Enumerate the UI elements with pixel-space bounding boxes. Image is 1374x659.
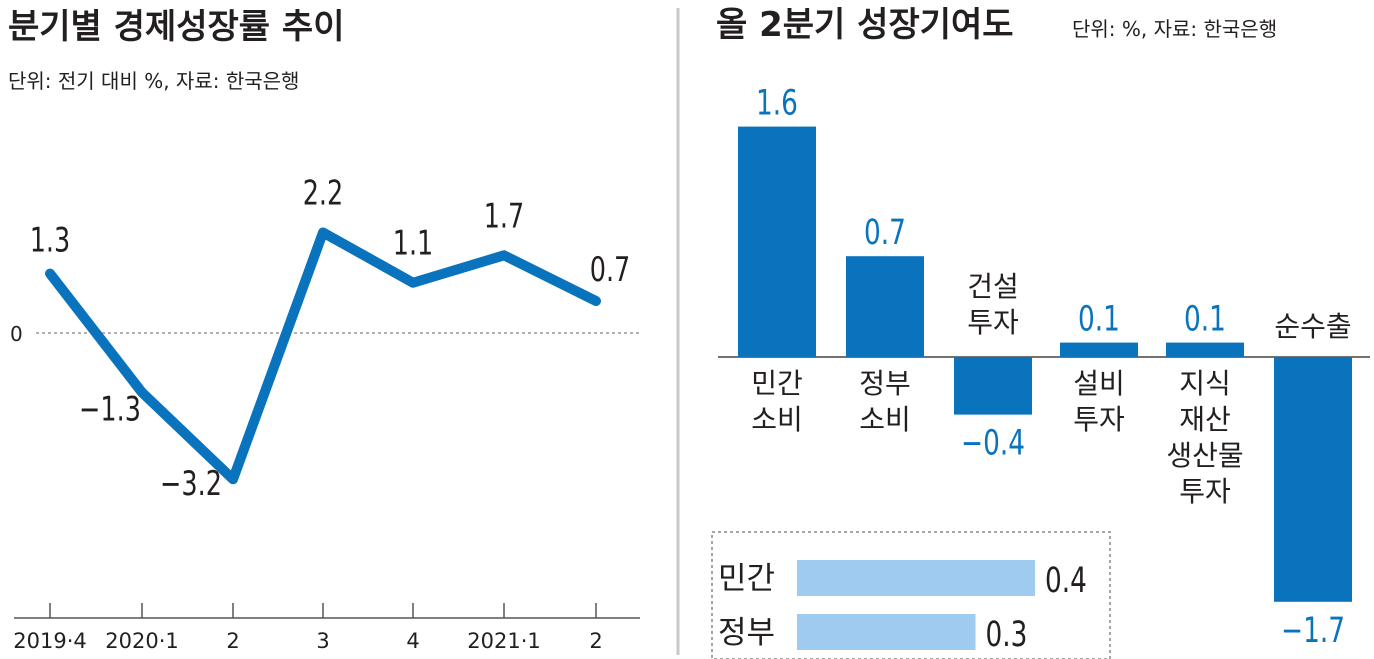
category-label: 지식 <box>1179 367 1231 400</box>
category-label: 투자 <box>1073 403 1125 436</box>
inset-bar-chart: 민간 0.4 정부 0.3 <box>711 531 1111 659</box>
x-tick-label: 2021·1 <box>467 629 540 653</box>
bar-value-label: 0.7 <box>864 213 906 254</box>
growth-rate-series-line <box>45 227 601 485</box>
category-label: 설비 <box>1073 367 1125 400</box>
category-label: 정부 <box>859 367 911 400</box>
right-chart-subtitle: 단위: %, 자료: 한국은행 <box>1072 17 1277 41</box>
category-label: 민간 <box>751 367 803 400</box>
bar-value-label: −1.7 <box>1281 610 1345 651</box>
bar-value-label: 1.6 <box>756 83 798 124</box>
inset-category-label: 민간 <box>718 561 775 597</box>
bar <box>738 126 816 357</box>
inset-value-label: 0.3 <box>986 614 1028 655</box>
inset-bar <box>797 560 1035 596</box>
x-tick-label: 2 <box>226 629 239 653</box>
category-label: 순수출 <box>1274 310 1351 343</box>
inset-value-label: 0.4 <box>1045 560 1087 601</box>
category-label: 소비 <box>859 403 911 436</box>
category-label: 건설 <box>967 270 1019 303</box>
data-label: −3.2 <box>160 465 222 504</box>
bar <box>954 357 1032 415</box>
x-tick-label: 2 <box>589 629 602 653</box>
bar <box>846 256 924 357</box>
bar-value-label: 0.1 <box>1184 299 1226 340</box>
data-label: 1.1 <box>393 224 434 263</box>
x-tick-label: 2019·4 <box>13 629 86 653</box>
growth-rate-line-chart: 0 2019·4 2020·1 2 3 4 2021·1 2 1.3 −1.3 −3.2 2.2 1.1… <box>10 174 640 653</box>
bar <box>1060 342 1138 357</box>
category-label: 재산 <box>1179 403 1231 436</box>
x-tick-label: 2020·1 <box>105 629 178 653</box>
inset-category-label: 정부 <box>718 615 775 651</box>
left-chart-subtitle: 단위: 전기 대비 %, 자료: 한국은행 <box>8 69 299 93</box>
bar-value-label: 0.1 <box>1078 299 1120 340</box>
data-label: 1.7 <box>484 197 525 236</box>
data-label: 0.7 <box>590 251 631 290</box>
bar <box>1166 342 1244 357</box>
zero-label: 0 <box>10 322 23 346</box>
category-label: 투자 <box>967 306 1019 339</box>
x-tick-label: 4 <box>406 629 419 653</box>
bar-value-label: −0.4 <box>961 423 1025 464</box>
data-label: −1.3 <box>79 390 141 429</box>
right-chart-title: 올 2분기 성장기여도 <box>716 5 1014 45</box>
inset-bar <box>797 614 976 650</box>
category-label: 투자 <box>1179 475 1231 508</box>
left-chart-title: 분기별 경제성장률 추이 <box>8 7 344 47</box>
category-label: 소비 <box>751 403 803 436</box>
bar <box>1274 357 1352 602</box>
x-tick-label: 3 <box>316 629 329 653</box>
category-label: 생산물 <box>1166 439 1243 472</box>
data-label: 2.2 <box>303 174 344 213</box>
data-label: 1.3 <box>30 221 71 260</box>
inset-frame <box>711 531 1111 659</box>
